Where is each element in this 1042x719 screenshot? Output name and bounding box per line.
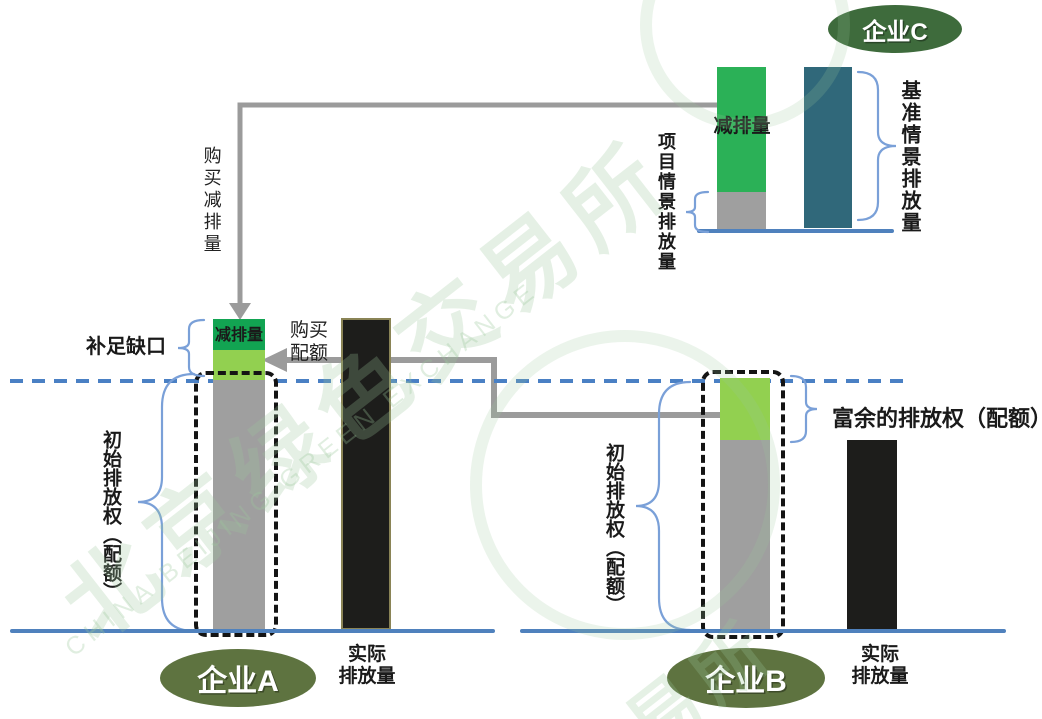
buy-quota-arrowhead-icon — [262, 348, 287, 372]
baseline-scenario-brace — [856, 70, 897, 222]
surplus-allowance-label: 富余的排放权（配额） — [832, 406, 1042, 431]
company-b-actual-emission-bar — [847, 440, 897, 630]
emission-cap-dashed-line — [10, 379, 908, 383]
fill-gap-label: 补足缺口 — [86, 336, 166, 358]
buy-reduction-label: 购买减排量 — [201, 146, 222, 256]
company-c-reduction-bar — [717, 67, 766, 192]
company-b-allowance-outline — [701, 370, 785, 639]
company-c-badge: 企业C — [828, 5, 962, 53]
company-b-allowance-brace — [635, 380, 692, 632]
fill-gap-brace — [177, 318, 206, 378]
company-b-name: 企业B — [705, 665, 787, 698]
company-a-actual-emission-bar — [341, 318, 391, 630]
company-c-reduction-label: 减排量 — [713, 116, 771, 137]
company-b-allowance-label: 初始排放权（配额） — [603, 443, 624, 614]
buy-reduction-arrowhead-icon — [229, 303, 251, 320]
company-b-actual-emission-label: 实际 排放量 — [851, 644, 909, 687]
company-a-ground-line — [10, 629, 495, 633]
company-a-name: 企业A — [197, 665, 279, 698]
company-b-allowance-bar — [720, 440, 770, 630]
company-a-allowance-label: 初始排放权（配额） — [100, 430, 121, 601]
company-a-actual-emission-label: 实际 排放量 — [338, 644, 396, 687]
company-b-surplus-quota-segment — [720, 378, 770, 440]
company-a-badge: 企业A — [160, 649, 316, 707]
company-a-reduction-label: 减排量 — [214, 327, 263, 344]
company-b-badge: 企业B — [667, 648, 825, 708]
company-c-baseline-emission-bar — [804, 67, 852, 228]
company-c-name: 企业C — [862, 18, 928, 46]
company-a-purchased-reduction-segment — [213, 319, 265, 350]
company-c-project-emission-bar — [717, 192, 766, 231]
company-c-baseline — [697, 229, 894, 233]
company-a-purchased-quota-segment — [213, 350, 265, 380]
buy-reduction-arrow-line — [237, 102, 717, 304]
surplus-allowance-brace — [789, 374, 818, 444]
project-scenario-label: 项目情景排放量 — [656, 132, 676, 272]
company-a-allowance-bar — [213, 380, 265, 630]
company-b-ground-line — [520, 629, 1006, 633]
company-a-allowance-outline — [194, 371, 278, 637]
buy-quota-label: 购买 配额 — [289, 320, 328, 364]
company-a-allowance-brace — [137, 372, 196, 633]
baseline-scenario-label: 基准情景排放量 — [898, 80, 920, 234]
project-scenario-brace — [685, 190, 710, 234]
